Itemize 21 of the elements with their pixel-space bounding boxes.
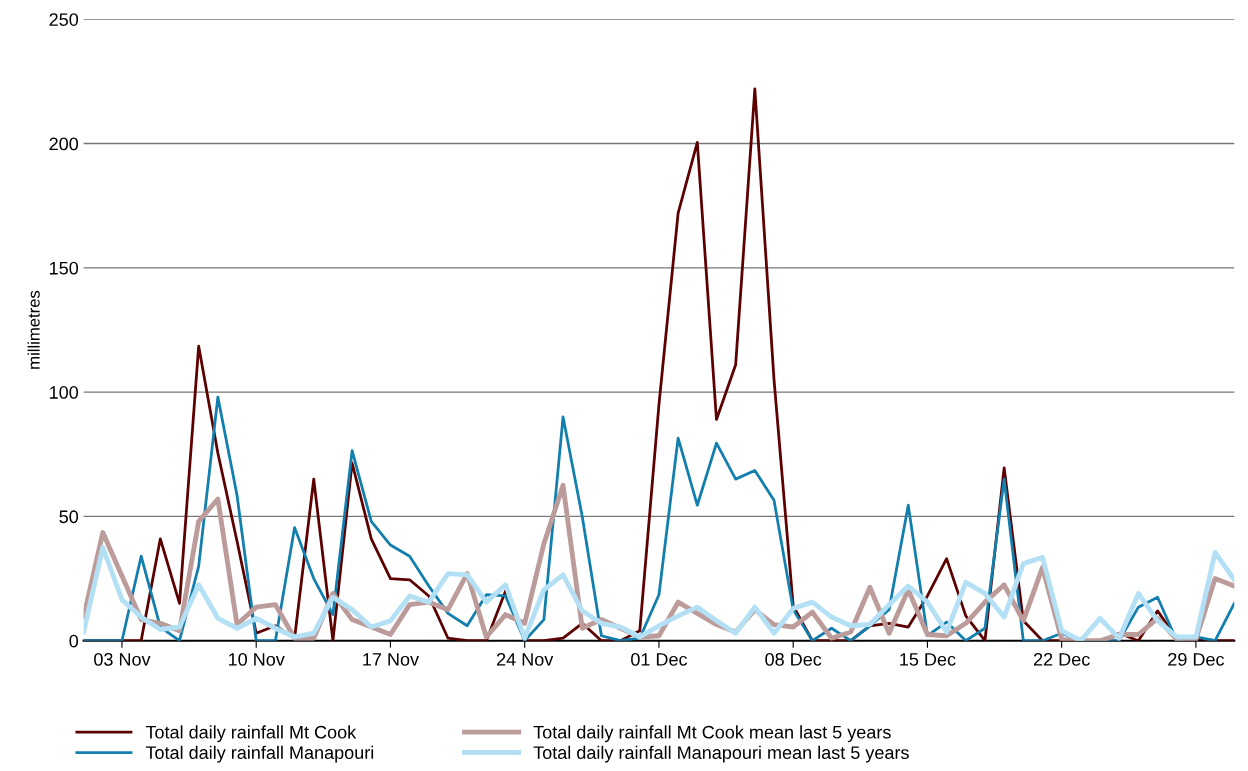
y-tick-label: 50 bbox=[59, 510, 79, 524]
y-axis-title: millimetres bbox=[27, 290, 40, 369]
legend-label: Total daily rainfall Mt Cook bbox=[145, 725, 357, 743]
y-tick-label: 0 bbox=[69, 634, 79, 648]
legend-label: Total daily rainfall Manapouri bbox=[145, 745, 374, 763]
x-tick-label: 08 Dec bbox=[765, 652, 822, 666]
line-series bbox=[83, 545, 1235, 641]
x-tick-label: 03 Nov bbox=[94, 652, 151, 666]
y-tick-label: 250 bbox=[49, 13, 79, 26]
y-tick-label: 100 bbox=[50, 386, 79, 399]
x-tick-label: 15 Dec bbox=[900, 653, 956, 666]
x-tick-label: 01 Dec bbox=[631, 652, 688, 666]
legend-label: Total daily rainfall Mt Cook mean last 5 years bbox=[533, 725, 891, 743]
legend-label: Total daily rainfall Manapouri mean last 5 years bbox=[533, 745, 909, 763]
y-tick-label: 200 bbox=[49, 137, 79, 151]
x-tick-label: 22 Dec bbox=[1033, 652, 1090, 666]
x-tick-label: 17 Nov bbox=[363, 653, 419, 666]
y-tick-label: 150 bbox=[50, 261, 79, 275]
x-tick-label: 29 Dec bbox=[1168, 652, 1225, 666]
x-tick-label: 24 Nov bbox=[497, 652, 554, 666]
x-tick-label: 10 Nov bbox=[228, 652, 285, 666]
